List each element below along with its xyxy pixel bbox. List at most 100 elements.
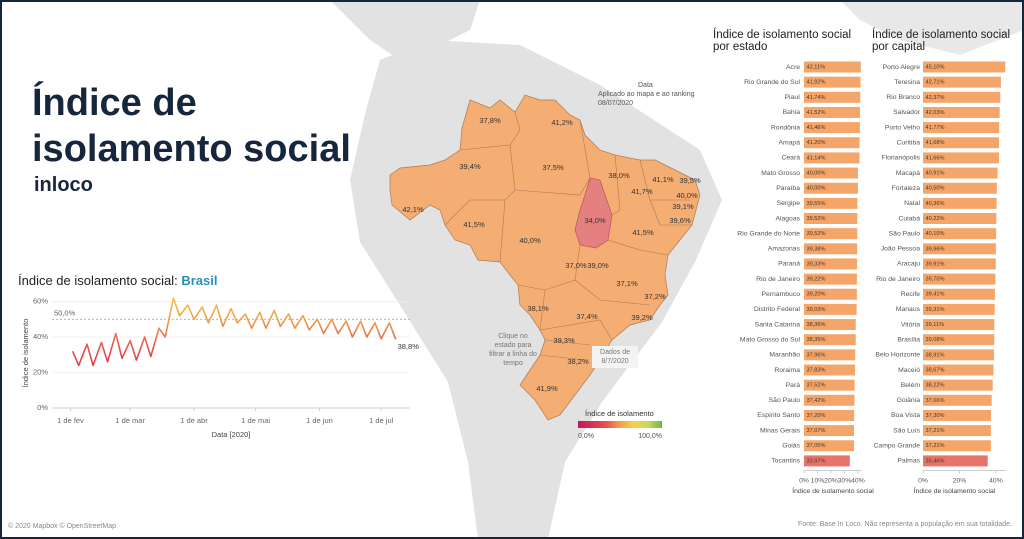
category-label: Pará [786, 382, 801, 389]
legend-scale [578, 421, 662, 428]
value-label: 41,92% [807, 80, 826, 86]
footer-source: Fonte: Base In Loco. Não representa a po… [797, 521, 1012, 528]
y-tick-label: 20% [33, 368, 48, 377]
bar [804, 440, 854, 452]
category-label: Vitória [901, 321, 920, 328]
map-value-label: 37,4% [576, 312, 598, 321]
value-label: 42,37% [926, 95, 945, 101]
x-tick-label: 0% [799, 477, 809, 484]
value-label: 40,91% [926, 171, 945, 177]
bar-chart-title: Índice de isolamento social por estado [713, 29, 852, 53]
brazil-map[interactable] [389, 94, 701, 421]
map-value-label: 41,5% [632, 228, 654, 237]
date-note: Data Aplicado ao mapa e ao ranking 08/07… [598, 81, 698, 108]
bar [804, 379, 855, 391]
highlighted-state[interactable] [574, 177, 613, 249]
category-label: Rio Branco [886, 94, 920, 101]
bar [804, 228, 858, 240]
category-label: Minas Gerais [760, 427, 801, 434]
click-note: Clique no estado para filtrar a linha do… [489, 333, 537, 367]
map-value-label: 38,1% [527, 304, 549, 313]
category-label: Porto Velho [885, 124, 920, 131]
line-series [71, 297, 397, 367]
category-label: Sergipe [777, 200, 801, 207]
value-label: 41,14% [807, 155, 826, 161]
legend-min: 0,0% [578, 433, 594, 440]
value-label: 37,66% [926, 398, 945, 404]
value-label: 42,71% [926, 80, 945, 86]
value-label: 39,96% [926, 246, 945, 252]
x-axis-title: Data [2020] [212, 430, 251, 439]
category-label: Goiânia [897, 397, 921, 404]
x-axis-title: Índice de isolamento social [792, 486, 874, 495]
value-label: 39,70% [926, 277, 945, 283]
category-label: Macapá [896, 170, 920, 177]
x-tick-label: 1 de jul [369, 416, 394, 425]
category-label: Campo Grande [874, 443, 921, 450]
map-value-label: 37,1% [616, 279, 638, 288]
map-value-label: 41,9% [536, 384, 558, 393]
category-label: Paraná [778, 261, 800, 268]
category-label: Bahia [783, 109, 801, 116]
category-label: Rio Grande do Sul [744, 79, 800, 86]
value-label: 39,08% [926, 337, 945, 343]
bar [804, 243, 858, 255]
value-label: 40,10% [926, 231, 945, 237]
value-label: 39,22% [807, 277, 826, 283]
category-label: São Paulo [769, 397, 801, 404]
bar [804, 288, 857, 300]
map-value-label: 41,2% [551, 118, 573, 127]
category-label: Natal [904, 200, 920, 207]
value-label: 42,11% [807, 64, 826, 70]
category-label: Brasília [897, 336, 920, 343]
map-value-label: 34,0% [584, 216, 606, 225]
map-value-label: 37,8% [479, 116, 501, 125]
category-label: Mato Grosso do Sul [740, 336, 801, 343]
land [840, 0, 1024, 55]
title-highlight: Brasil [181, 273, 218, 288]
category-label: Porto Alegre [883, 64, 921, 71]
bar [804, 167, 858, 179]
bar [923, 409, 992, 421]
category-label: Belém [901, 382, 921, 389]
bar [923, 228, 997, 240]
bar [923, 440, 991, 452]
y-axis-title: Índice de isolamento [21, 319, 30, 388]
bar [804, 152, 860, 164]
category-label: Ceará [781, 155, 800, 162]
footer-credit: © 2020 Mapbox © OpenStreetMap [8, 523, 116, 530]
value-label: 37,07% [807, 428, 826, 434]
map-value-label: 38,0% [608, 171, 630, 180]
category-label: Cuiabá [898, 215, 920, 222]
bar [923, 273, 996, 285]
bar [923, 425, 991, 437]
value-label: 39,31% [926, 307, 945, 313]
x-tick-label: 40% [851, 477, 865, 484]
category-label: Manaus [896, 306, 921, 313]
value-label: 37,96% [807, 352, 826, 358]
value-label: 39,20% [807, 292, 826, 298]
bar [923, 122, 1000, 134]
bar [923, 288, 995, 300]
value-label: 38,91% [926, 352, 945, 358]
x-tick-label: 1 de fev [57, 416, 84, 425]
title-text: Índice de isolamento social: [18, 273, 178, 288]
bar [923, 303, 995, 315]
category-label: Rondônia [771, 124, 800, 131]
legend-title: Índice de isolamento [585, 409, 654, 418]
value-label: 39,52% [807, 231, 826, 237]
bar [923, 455, 988, 467]
category-label: Tocantins [771, 458, 800, 465]
bar [804, 394, 855, 406]
data-note: Dados de 8/7/2020 [592, 346, 638, 368]
category-label: Pernambuco [761, 291, 800, 298]
value-label: 39,33% [807, 261, 826, 267]
value-label: 37,21% [926, 428, 945, 434]
bar [923, 349, 994, 361]
map-value-label: 39,3% [553, 336, 575, 345]
x-tick-label: 1 de mar [115, 416, 145, 425]
category-label: Goiás [782, 443, 800, 450]
category-label: Acre [786, 64, 800, 71]
